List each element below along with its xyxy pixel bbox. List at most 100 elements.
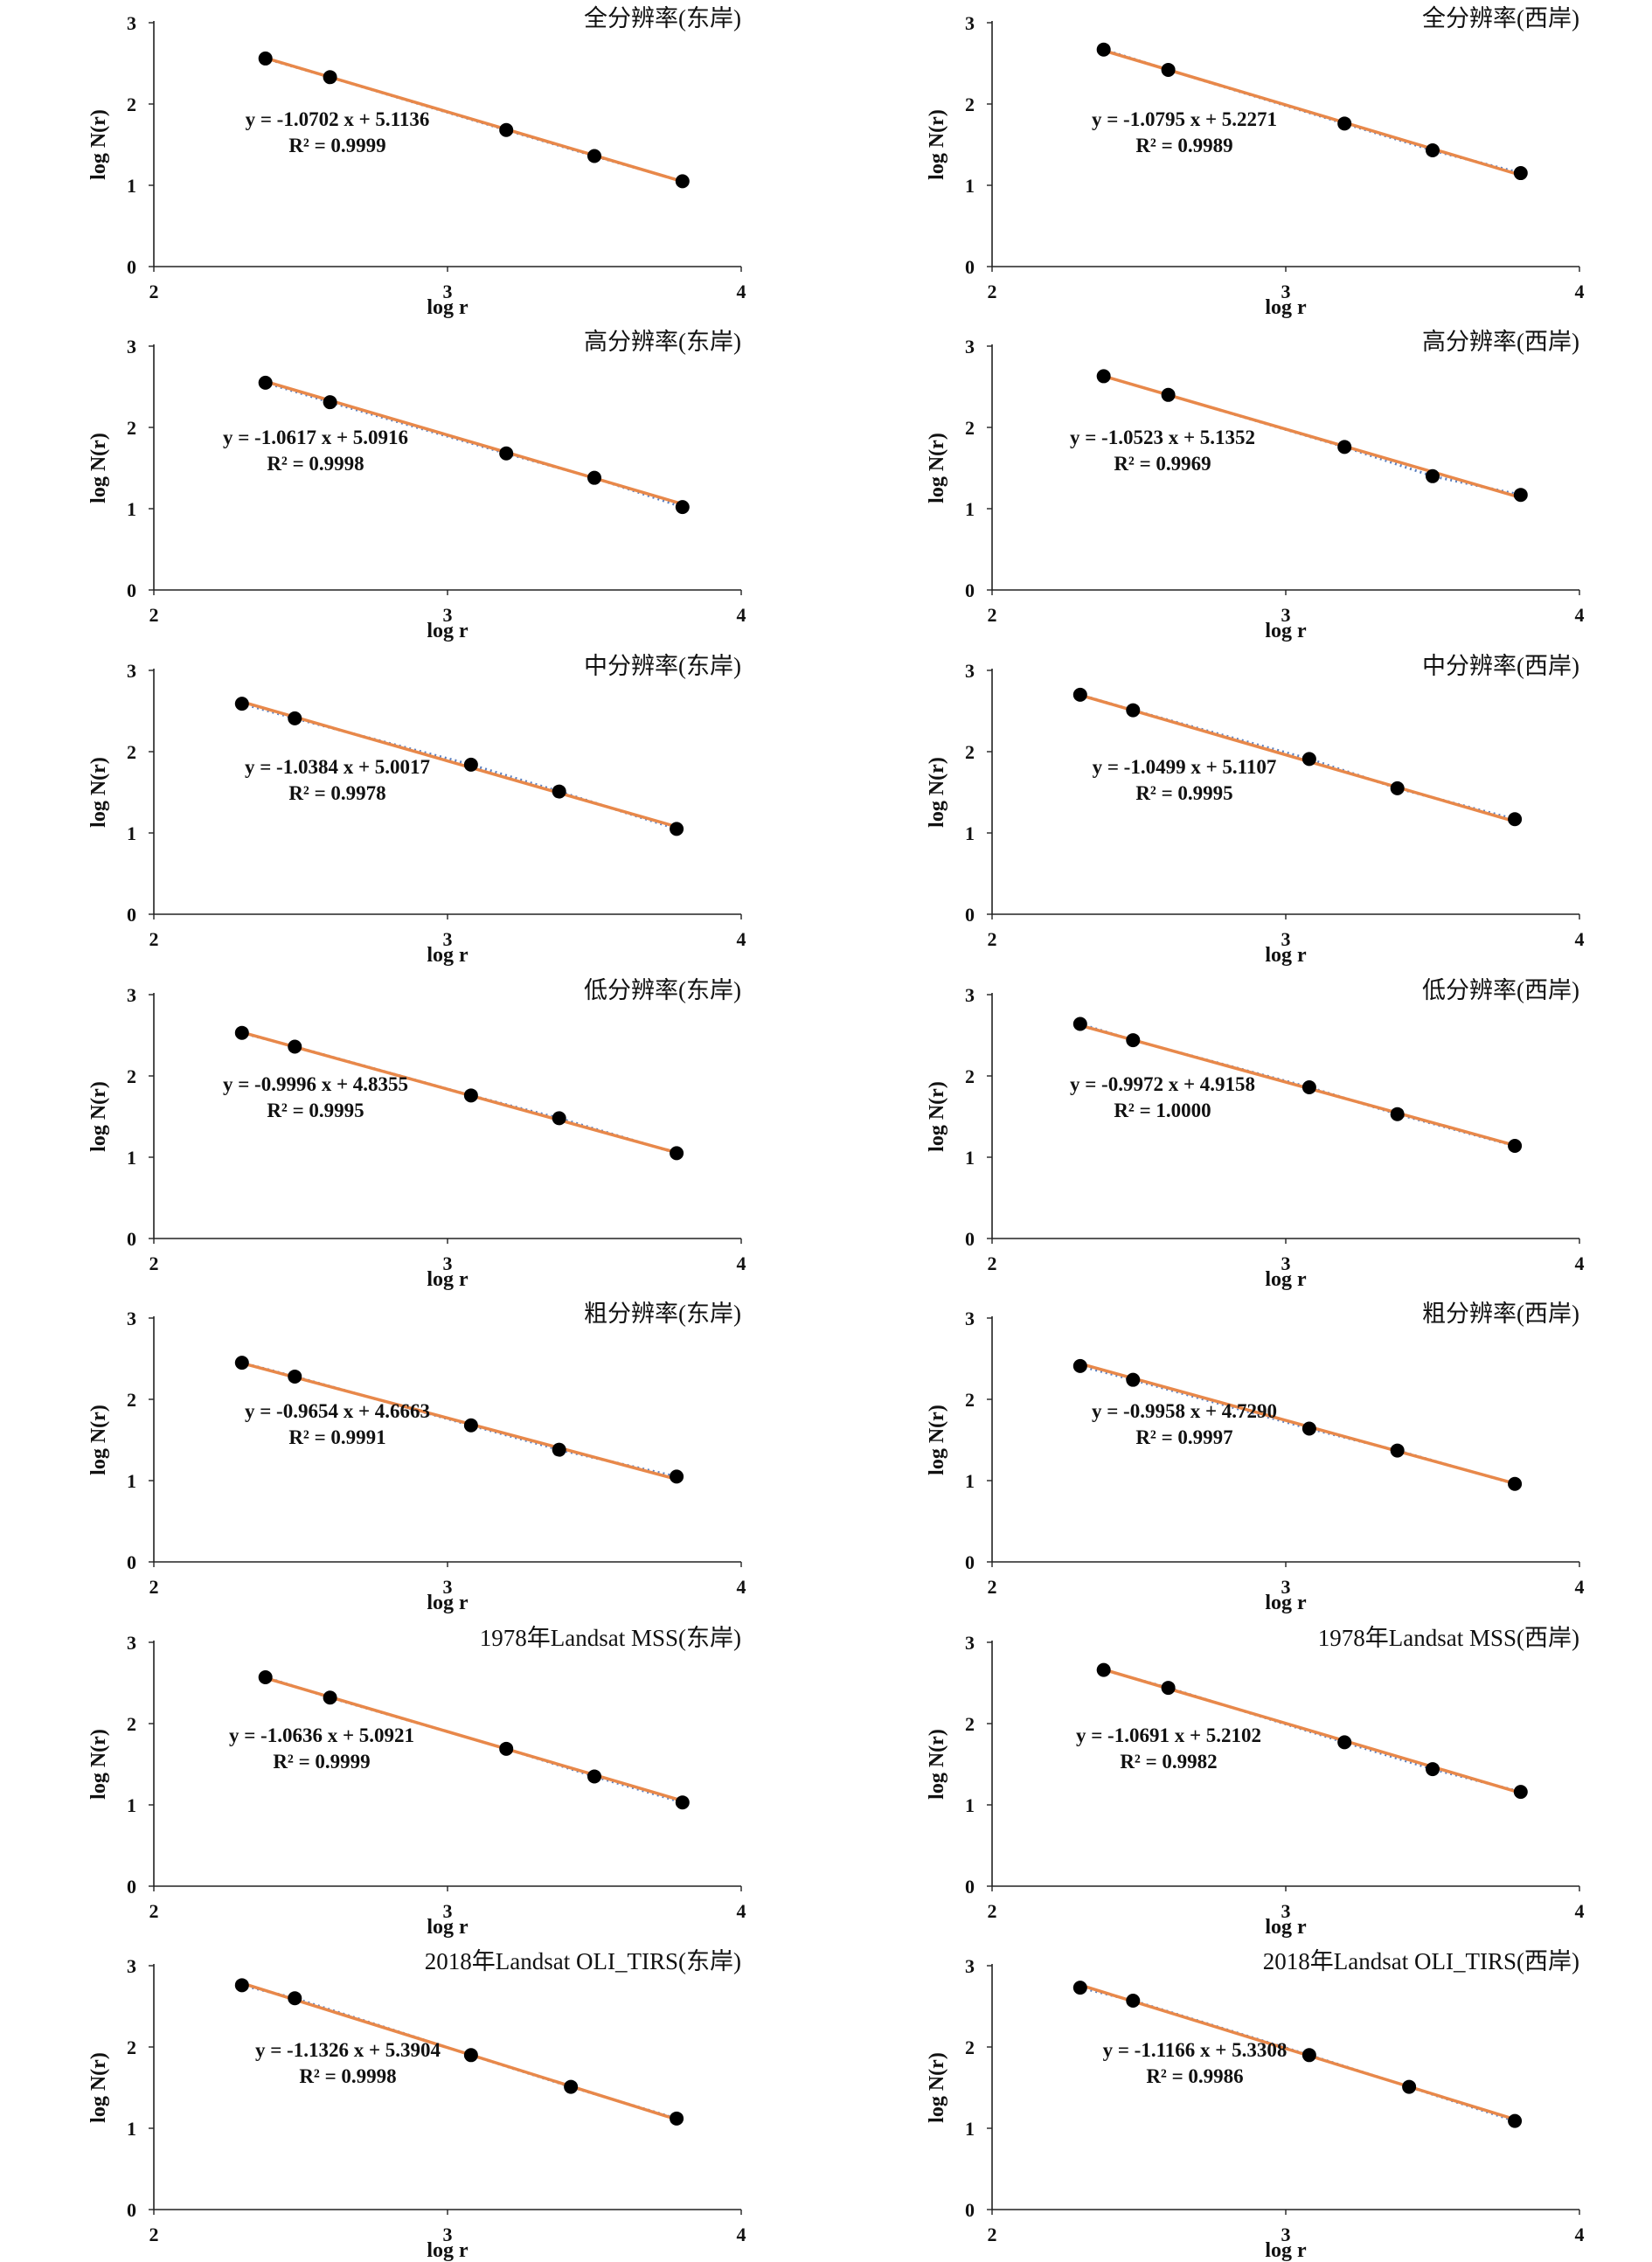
- y-tick-label: 1: [965, 1147, 975, 1169]
- x-axis-label: log r: [1265, 1268, 1307, 1291]
- y-tick-label: 3: [965, 1308, 975, 1329]
- x-tick-label: 2: [988, 1900, 997, 1922]
- chart-panel: 0 1 2 3 2 3 4 log r log N(r) 全分辨率(西岸) y = -1.0795 …: [926, 5, 1585, 319]
- data-point: [1161, 1681, 1176, 1696]
- r-squared-label: R² = 0.9991: [288, 1426, 385, 1448]
- data-point: [1096, 369, 1111, 384]
- data-point: [1337, 116, 1352, 131]
- y-tick-label: 0: [127, 904, 136, 926]
- x-axis-label: log r: [427, 1592, 469, 1614]
- x-tick-label: 3: [1281, 604, 1291, 626]
- y-tick-label: 0: [127, 579, 136, 601]
- x-tick-label: 2: [149, 928, 159, 950]
- data-point: [552, 1111, 566, 1126]
- data-point: [1301, 1421, 1316, 1436]
- chart-panel: 0 1 2 3 2 3 4 log r log N(r) 中分辨率(西岸) y = -1.0499 …: [926, 653, 1585, 967]
- x-tick-label: 4: [737, 1900, 746, 1922]
- y-tick-label: 0: [965, 1876, 975, 1898]
- y-tick-label: 0: [965, 2199, 975, 2221]
- regression-equation: y = -1.0499 x + 5.1107: [1093, 756, 1277, 778]
- x-tick-label: 3: [443, 2224, 453, 2245]
- data-point: [675, 1795, 690, 1810]
- data-point: [499, 446, 514, 461]
- x-tick-label: 3: [443, 928, 453, 950]
- chart-title: 粗分辨率(西岸): [1422, 1301, 1579, 1327]
- data-point: [288, 1039, 302, 1054]
- fit-line: [1079, 1362, 1516, 1485]
- data-point: [1126, 1372, 1141, 1387]
- x-axis-label: log r: [427, 2239, 469, 2262]
- x-axis-label: log r: [427, 1916, 469, 1939]
- data-point: [258, 375, 273, 390]
- data-point: [1390, 1443, 1405, 1458]
- fit-line: [1079, 1983, 1516, 2121]
- y-tick-label: 2: [127, 1065, 136, 1087]
- regression-equation: y = -1.1326 x + 5.3904: [255, 2039, 441, 2061]
- regression-equation: y = -1.0523 x + 5.1352: [1070, 427, 1255, 448]
- data-point: [1072, 1017, 1087, 1031]
- data-point: [1426, 1762, 1440, 1777]
- x-tick-label: 4: [737, 604, 746, 626]
- y-tick-label: 2: [965, 417, 975, 439]
- regression-equation: y = -1.0384 x + 5.0017: [245, 756, 430, 778]
- x-axis-label: log r: [427, 944, 469, 967]
- y-axis-label: log N(r): [926, 433, 948, 503]
- y-tick-label: 2: [127, 2036, 136, 2058]
- y-tick-label: 1: [127, 2118, 136, 2140]
- fit-line: [241, 1361, 677, 1481]
- x-tick-label: 2: [149, 604, 159, 626]
- chart-panel: 0 1 2 3 2 3 4 log r log N(r) 2018年Landsat OLI_TIR…: [926, 1948, 1585, 2262]
- x-tick-label: 2: [988, 604, 997, 626]
- data-point: [1301, 1080, 1316, 1095]
- x-tick-label: 3: [443, 281, 453, 302]
- x-tick-label: 3: [443, 1900, 453, 1922]
- data-point: [1072, 1358, 1087, 1373]
- y-tick-label: 2: [965, 741, 975, 763]
- data-point: [1072, 1981, 1087, 1995]
- y-tick-label: 1: [965, 822, 975, 844]
- chart-title: 中分辨率(西岸): [1422, 653, 1579, 679]
- x-axis-label: log r: [1265, 944, 1307, 967]
- y-tick-label: 2: [965, 2036, 975, 2058]
- data-point: [1390, 1107, 1405, 1121]
- r-squared-label: R² = 0.9986: [1146, 2065, 1243, 2087]
- chart-panel: 0 1 2 3 2 3 4 log r log N(r) 粗分辨率(东岸) y = -0.9654 …: [87, 1301, 746, 1614]
- y-tick-label: 2: [965, 1389, 975, 1411]
- y-tick-label: 0: [965, 256, 975, 278]
- regression-equation: y = -0.9996 x + 4.8355: [223, 1073, 408, 1095]
- chart-title: 粗分辨率(东岸): [584, 1301, 741, 1327]
- x-tick-label: 4: [1575, 1576, 1585, 1598]
- x-tick-label: 3: [1281, 928, 1291, 950]
- chart-title: 1978年Landsat MSS(西岸): [1318, 1625, 1579, 1651]
- y-tick-label: 2: [965, 1713, 975, 1735]
- x-axis-label: log r: [427, 1268, 469, 1291]
- chart-title: 2018年Landsat OLI_TIRS(西岸): [1263, 1948, 1579, 1974]
- chart-title: 低分辨率(西岸): [1422, 977, 1579, 1003]
- y-tick-label: 3: [127, 12, 136, 34]
- data-point: [1096, 42, 1111, 57]
- y-axis-label: log N(r): [926, 109, 948, 180]
- regression-equation: y = -0.9654 x + 4.6663: [245, 1400, 430, 1422]
- data-point: [670, 2111, 684, 2126]
- data-point: [552, 1442, 566, 1457]
- chart-title: 2018年Landsat OLI_TIRS(东岸): [425, 1948, 741, 1974]
- x-tick-label: 3: [1281, 2224, 1291, 2245]
- data-point: [288, 1991, 302, 2006]
- data-point: [1508, 1476, 1523, 1491]
- fit-line: [1079, 693, 1516, 823]
- y-tick-label: 1: [127, 498, 136, 520]
- x-tick-label: 4: [1575, 1900, 1585, 1922]
- data-point: [463, 2048, 478, 2063]
- y-tick-label: 2: [127, 1713, 136, 1735]
- chart-panel: 0 1 2 3 2 3 4 log r log N(r) 中分辨率(东岸) y = -1.0384 …: [87, 653, 746, 967]
- x-tick-label: 3: [443, 1576, 453, 1598]
- y-tick-label: 1: [127, 822, 136, 844]
- r-squared-label: R² = 0.9995: [267, 1100, 364, 1121]
- x-tick-label: 2: [988, 281, 997, 302]
- regression-equation: y = -1.0617 x + 5.0916: [223, 427, 408, 448]
- x-axis-label: log r: [1265, 1592, 1307, 1614]
- y-tick-label: 1: [127, 175, 136, 197]
- data-point: [1161, 387, 1176, 402]
- chart-panel: 0 1 2 3 2 3 4 log r log N(r) 1978年Landsat MSS(东岸)…: [87, 1625, 746, 1939]
- x-tick-label: 4: [737, 928, 746, 950]
